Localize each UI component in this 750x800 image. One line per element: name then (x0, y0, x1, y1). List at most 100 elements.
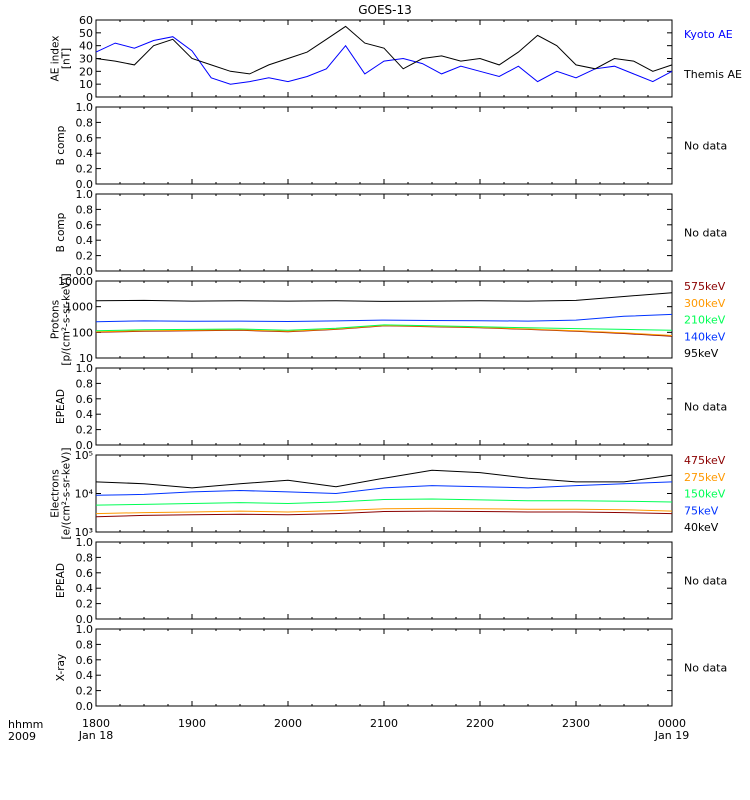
series-line (95, 36, 673, 85)
series-line (95, 507, 673, 515)
y-tick-label: 0.6 (76, 567, 94, 580)
panel-5: 10³ 10⁴ 10⁵ Electrons [e/(cm²-s-sr-keV)] 475k… (50, 448, 726, 540)
y-tick-label: 0.4 (76, 408, 94, 421)
legend-entry: 40keV (684, 521, 719, 534)
legend-entry: Themis AE (683, 68, 742, 81)
y-axis-label: EPEAD (55, 563, 67, 598)
y-tick-label: 50 (79, 27, 93, 40)
y-tick-label: 0.4 (76, 147, 94, 160)
y-tick-label: 0.8 (76, 116, 94, 129)
panel-2: 0.0 0.2 0.4 0.6 0.8 1.0 B comp No data (55, 188, 727, 278)
x-tick-label: 2200 (466, 717, 494, 730)
x-start-date: Jan 18 (78, 729, 113, 742)
legend-entry: 300keV (684, 297, 726, 310)
panel-6: 0.0 0.2 0.4 0.6 0.8 1.0 EPEAD No data (55, 536, 727, 626)
y-tick-label: 1.0 (76, 362, 94, 375)
y-tick-label: 0 (86, 91, 93, 104)
x-tick-label: 2100 (370, 717, 398, 730)
y-tick-label: 0.4 (76, 234, 94, 247)
y-tick-label: 60 (79, 14, 93, 27)
y-tick-label: 1.0 (76, 623, 94, 636)
legend-entry: 140keV (684, 330, 726, 343)
y-axis-label: [e/(cm²-s-sr-keV)] (61, 448, 73, 540)
panel-frame (95, 19, 673, 98)
series-line (95, 25, 673, 75)
y-tick-label: 0.8 (76, 638, 94, 651)
x-tick-label: 0000 (658, 717, 686, 730)
y-tick-label: 30 (79, 53, 93, 66)
y-tick-label: 40 (79, 40, 93, 53)
panel-7: 0.0 0.2 0.4 0.6 0.8 1.0 X-ray No data (55, 623, 727, 713)
y-tick-label: 0.2 (76, 685, 94, 698)
y-axis-label: [p/(cm²-s-sr-keV)] (61, 273, 73, 365)
legend-entry: Kyoto AE (684, 28, 733, 41)
series-line (95, 324, 673, 336)
x-tick-label: 1900 (178, 717, 206, 730)
legend-entry: 275keV (684, 471, 726, 484)
plot-title: GOES-13 (358, 3, 412, 17)
legend-entry: 75keV (684, 504, 719, 517)
y-tick-label: 0.0 (76, 439, 94, 452)
x-tick-label: 1800 (82, 717, 110, 730)
y-tick-label: 0.8 (76, 551, 94, 564)
y-tick-label: 0.4 (76, 669, 94, 682)
no-data-note: No data (684, 227, 727, 240)
series-line (95, 481, 673, 496)
panel-frame (95, 367, 673, 446)
y-tick-label: 10³ (75, 526, 93, 539)
time-axis: 1800 1900 2000 2100 2200 2300 0000 Jan 18 Jan 19 (78, 717, 689, 742)
y-tick-label: 0.0 (76, 613, 94, 626)
x-tick-label: 2000 (274, 717, 302, 730)
panel-4: 0.0 0.2 0.4 0.6 0.8 1.0 EPEAD No data (55, 362, 727, 452)
y-axis-label: Electrons (50, 469, 62, 518)
y-tick-label: 0.4 (76, 582, 94, 595)
corner-label-year: 2009 (8, 730, 36, 743)
panel-frame (95, 454, 673, 533)
y-axis-label: B comp (55, 212, 67, 252)
legend-entry: 475keV (684, 454, 726, 467)
series-line (95, 292, 673, 302)
legend-entry: 95keV (684, 347, 719, 360)
legend-entry: 150keV (684, 488, 726, 501)
panel-frame (95, 541, 673, 620)
panel-frame (95, 628, 673, 707)
y-tick-label: 0.6 (76, 393, 94, 406)
y-tick-label: 0.0 (76, 700, 94, 713)
y-tick-label: 0.2 (76, 598, 94, 611)
panel-frame (95, 106, 673, 185)
y-tick-label: 10000 (58, 275, 93, 288)
y-tick-label: 0.6 (76, 219, 94, 232)
y-tick-label: 0.8 (76, 203, 94, 216)
y-tick-label: 10 (79, 78, 93, 91)
panel-3: 10 100 1000 10000 Protons [p/(cm²-s-sr-keV)] 5… (50, 273, 726, 365)
no-data-note: No data (684, 575, 727, 588)
no-data-note: No data (684, 662, 727, 675)
y-tick-label: 10 (79, 352, 93, 365)
y-axis-label: Protons (50, 300, 62, 339)
y-tick-label: 0.6 (76, 654, 94, 667)
y-tick-label: 0.0 (76, 265, 94, 278)
y-tick-label: 1000 (65, 301, 93, 314)
legend-entry: 210keV (684, 314, 726, 327)
series-line (95, 510, 673, 518)
y-tick-label: 0.2 (76, 163, 94, 176)
y-tick-label: 0.6 (76, 132, 94, 145)
y-tick-label: 1.0 (76, 188, 94, 201)
y-tick-label: 100 (72, 326, 93, 339)
y-tick-label: 0.2 (76, 424, 94, 437)
series-line (95, 469, 673, 489)
y-tick-label: 1.0 (76, 101, 94, 114)
series-line (95, 313, 673, 323)
y-tick-label: 10⁴ (75, 488, 94, 501)
y-tick-label: 0.0 (76, 178, 94, 191)
y-tick-label: 0.2 (76, 250, 94, 263)
y-tick-label: 20 (79, 65, 93, 78)
y-tick-label: 0.8 (76, 377, 94, 390)
y-tick-label: 1.0 (76, 536, 94, 549)
panel-frame (95, 193, 673, 272)
y-axis-label: AE index (50, 36, 62, 82)
series-line (95, 498, 673, 506)
